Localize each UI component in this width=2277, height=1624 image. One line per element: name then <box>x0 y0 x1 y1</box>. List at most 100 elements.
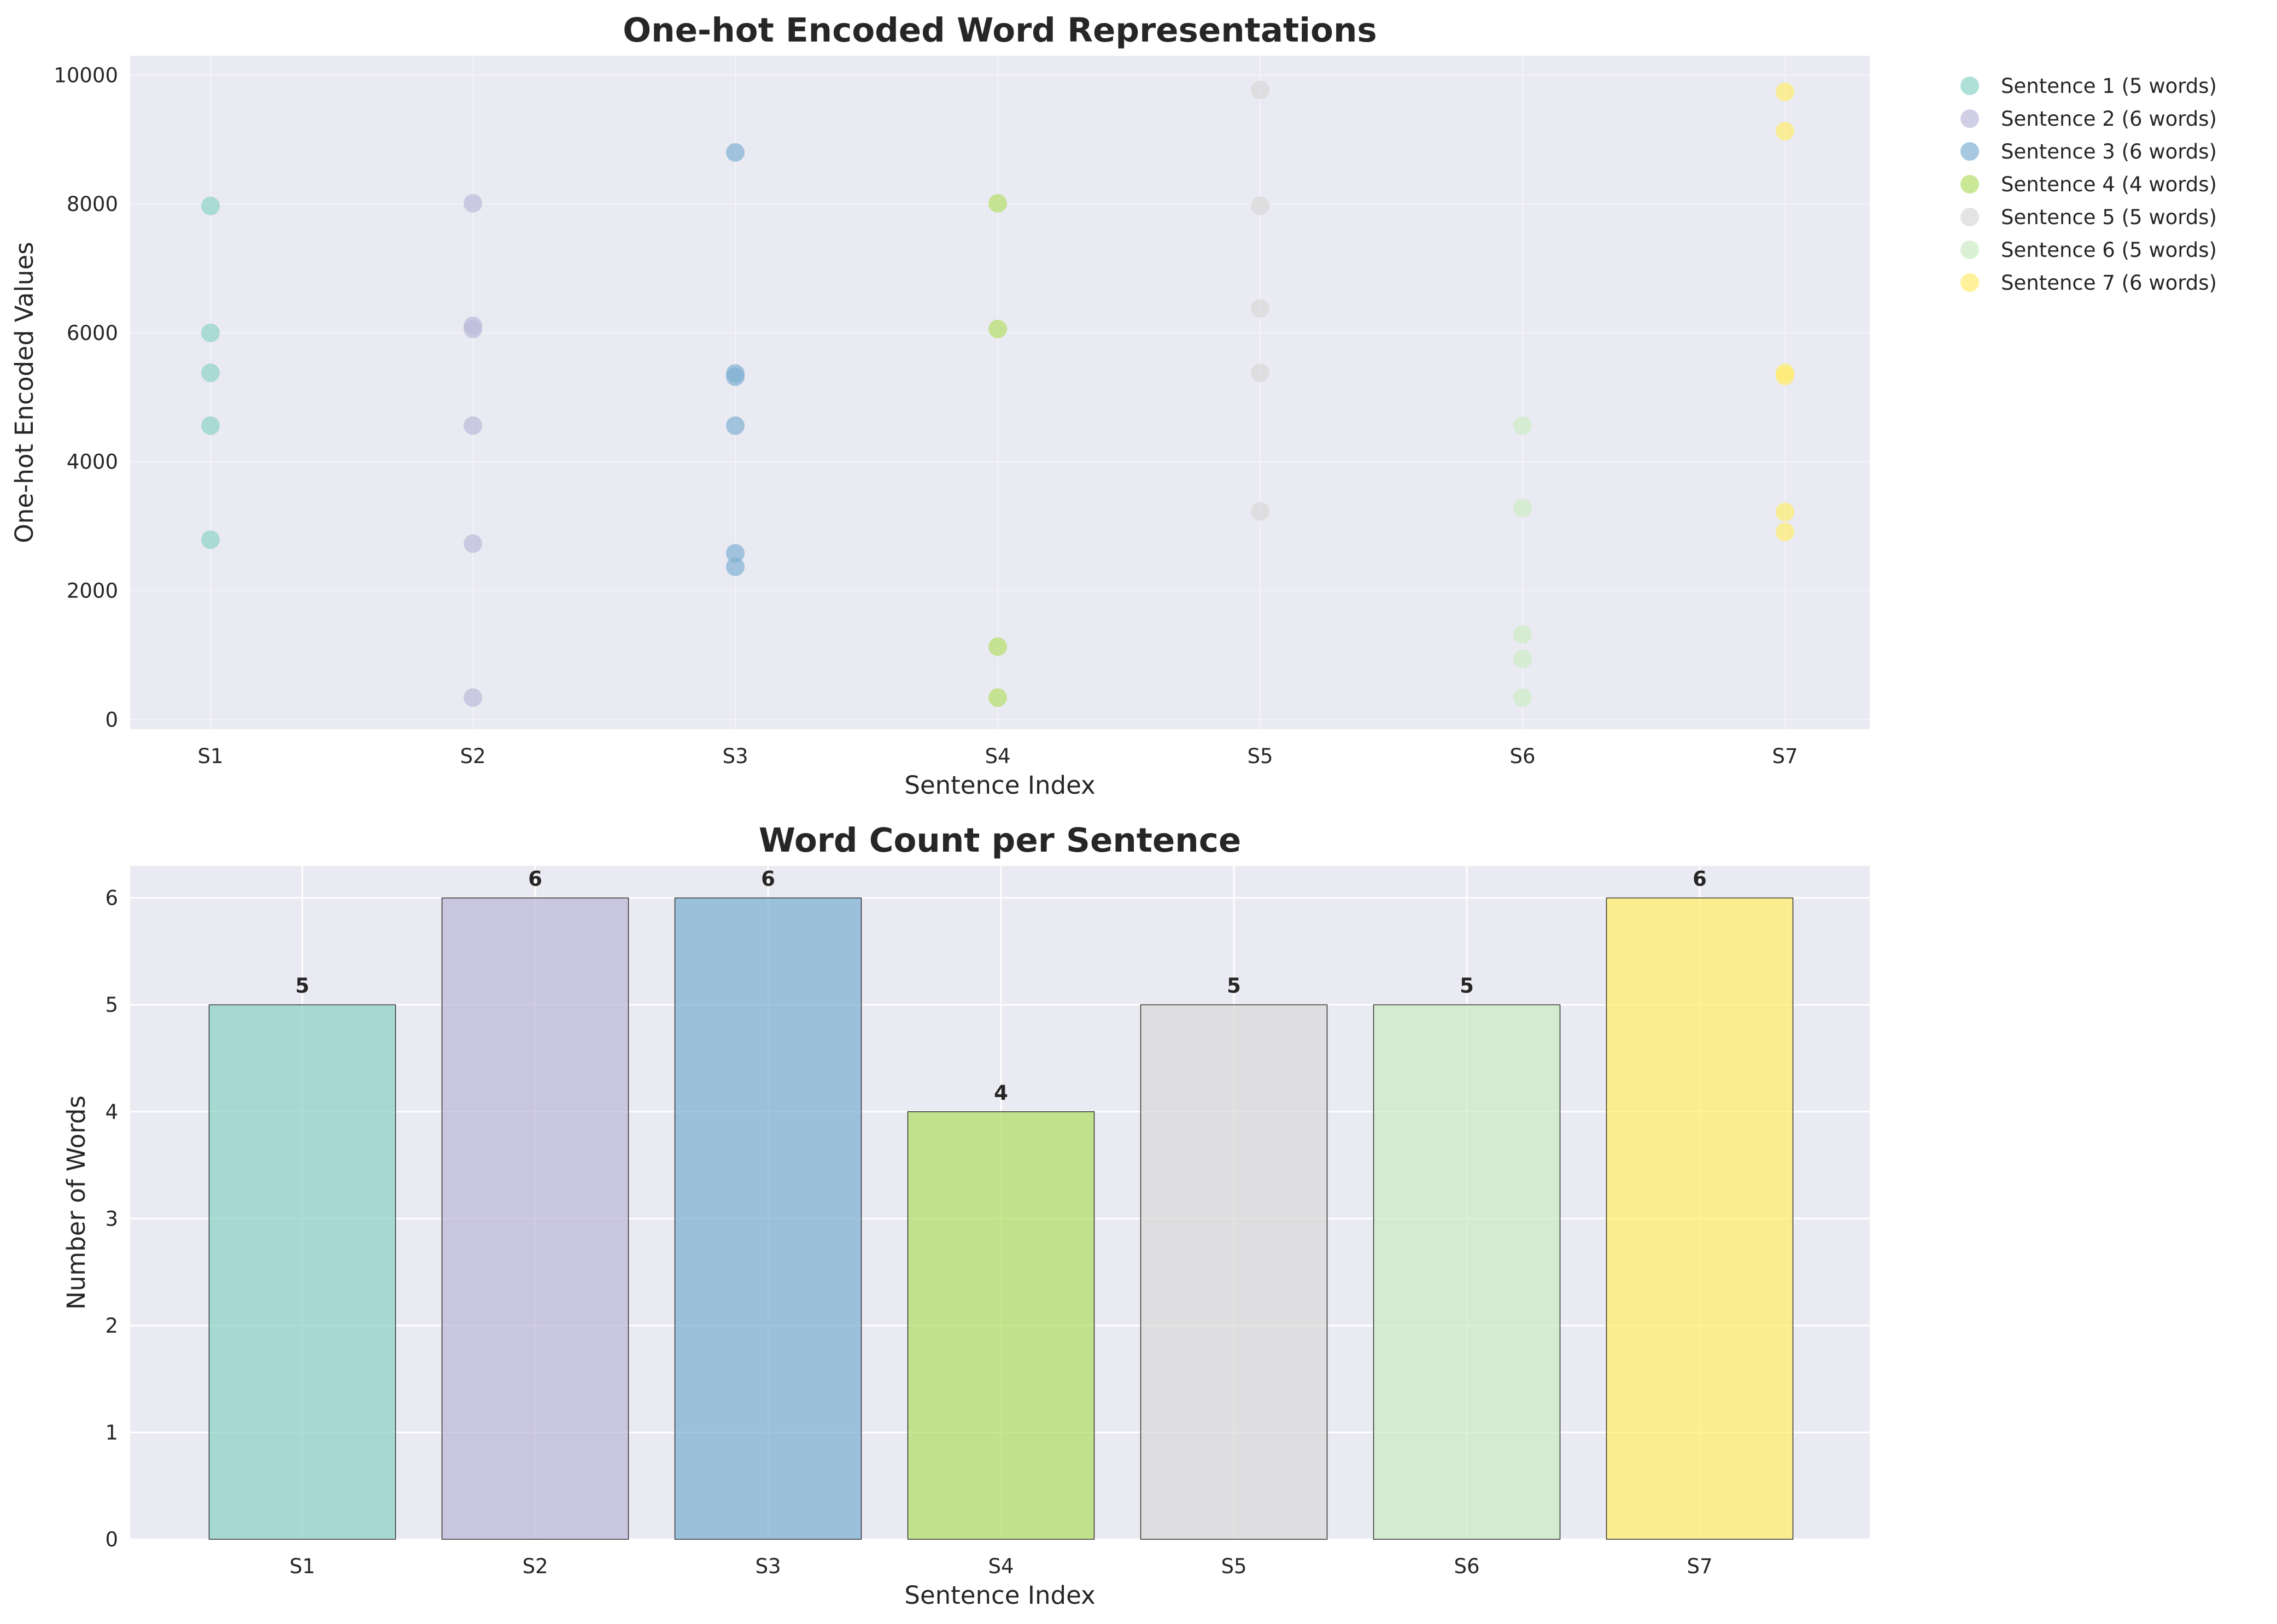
scatter-title: One-hot Encoded Word Representations <box>623 11 1377 50</box>
bar <box>441 897 629 1540</box>
bar-y-tick-label: 6 <box>105 887 118 910</box>
legend-entry-label: Sentence 5 (5 words) <box>2001 206 2217 229</box>
bar-title: Word Count per Sentence <box>759 821 1242 860</box>
scatter-point <box>1513 688 1532 707</box>
bar-value-label: 4 <box>994 1081 1008 1105</box>
legend-entry-label: Sentence 3 (6 words) <box>2001 140 2217 163</box>
bar-value-label: 5 <box>1227 974 1241 998</box>
bar-x-tick-label: S3 <box>755 1555 781 1578</box>
scatter-point <box>464 194 482 213</box>
bar-y-ticks: 0 1 2 3 4 5 6 <box>105 887 118 1551</box>
legend-marker <box>1960 142 1979 161</box>
bar-y-tick-label: 5 <box>105 993 118 1017</box>
scatter-legend: Sentence 1 (5 words) Sentence 2 (6 words)… <box>1960 74 2217 295</box>
bar-y-tick-label: 2 <box>105 1314 118 1338</box>
bar-y-tick-label: 4 <box>105 1100 118 1124</box>
scatter-point <box>1513 649 1532 669</box>
scatter-y-axis-label: One-hot Encoded Values <box>10 242 39 543</box>
bar <box>1606 897 1794 1540</box>
scatter-point <box>1251 80 1269 99</box>
scatter-point <box>1776 366 1794 385</box>
scatter-point <box>1251 196 1269 215</box>
scatter-point <box>464 534 482 553</box>
scatter-point <box>1776 523 1794 542</box>
scatter-panel: 0 2000 4000 6000 8000 10000 S1 S2 S3 S4 S5 S6 S7 On… <box>10 11 2217 800</box>
scatter-y-tick-label: 4000 <box>67 450 118 474</box>
scatter-point <box>1251 502 1269 521</box>
scatter-x-ticks: S1 S2 S3 S4 S5 S6 S7 <box>197 744 1798 768</box>
scatter-point <box>988 319 1007 338</box>
scatter-point <box>464 688 482 707</box>
scatter-point <box>1776 502 1794 521</box>
bar-x-axis-label: Sentence Index <box>904 1581 1095 1610</box>
bar-x-ticks: S1 S2 S3 S4 S5 S6 S7 <box>289 1555 1712 1578</box>
legend-entry-label: Sentence 2 (6 words) <box>2001 107 2217 131</box>
scatter-x-tick-label: S3 <box>722 744 748 768</box>
scatter-point <box>1513 625 1532 644</box>
scatter-point <box>1513 416 1532 435</box>
scatter-y-tick-label: 8000 <box>67 192 118 216</box>
scatter-point <box>464 319 482 338</box>
legend-entry-label: Sentence 6 (5 words) <box>2001 238 2217 262</box>
scatter-x-tick-label: S5 <box>1247 744 1273 768</box>
scatter-point <box>726 143 745 162</box>
scatter-x-tick-label: S6 <box>1509 744 1535 768</box>
bar-x-tick-label: S4 <box>988 1555 1014 1578</box>
scatter-y-ticks: 0 2000 4000 6000 8000 10000 <box>54 63 118 731</box>
bar-value-labels: 5 6 6 4 5 5 6 <box>295 867 1707 1105</box>
scatter-point <box>201 196 220 215</box>
bar <box>1140 1004 1328 1540</box>
bar-x-tick-label: S1 <box>289 1555 315 1578</box>
scatter-y-tick-label: 10000 <box>54 63 118 87</box>
bar-value-label: 6 <box>1693 867 1707 891</box>
bar <box>674 897 862 1540</box>
scatter-point <box>201 530 220 549</box>
scatter-point <box>1776 83 1794 102</box>
scatter-point <box>726 557 745 576</box>
bar-y-tick-label: 1 <box>105 1421 118 1444</box>
bar-x-tick-label: S7 <box>1687 1555 1712 1578</box>
scatter-point <box>726 367 745 386</box>
scatter-point <box>1251 299 1269 318</box>
bar <box>1373 1004 1561 1540</box>
scatter-point <box>464 416 482 435</box>
scatter-x-tick-label: S7 <box>1772 744 1798 768</box>
bar-value-label: 6 <box>761 867 775 891</box>
legend-marker <box>1960 273 1979 292</box>
scatter-point <box>1513 499 1532 518</box>
bar-y-tick-label: 0 <box>105 1528 118 1551</box>
scatter-point <box>1776 121 1794 140</box>
legend-marker <box>1960 208 1979 226</box>
scatter-y-tick-label: 0 <box>105 708 118 731</box>
scatter-x-tick-label: S1 <box>197 744 223 768</box>
legend-marker <box>1960 241 1979 259</box>
scatter-y-tick-label: 6000 <box>67 321 118 345</box>
legend-entry-label: Sentence 4 (4 words) <box>2001 173 2217 196</box>
bar-value-label: 5 <box>1460 974 1474 998</box>
legend-marker <box>1960 77 1979 95</box>
scatter-point <box>1251 364 1269 383</box>
scatter-y-tick-label: 2000 <box>67 579 118 603</box>
legend-entry-label: Sentence 7 (6 words) <box>2001 271 2217 295</box>
bar-value-label: 5 <box>295 974 309 998</box>
bar <box>208 1004 396 1540</box>
bar <box>907 1111 1095 1540</box>
scatter-point <box>201 323 220 342</box>
scatter-point <box>988 688 1007 707</box>
legend-marker <box>1960 109 1979 128</box>
scatter-point <box>988 637 1007 656</box>
scatter-x-axis-label: Sentence Index <box>904 771 1095 800</box>
bar-value-label: 6 <box>528 867 542 891</box>
scatter-point <box>988 194 1007 213</box>
bar-bars <box>208 897 1794 1540</box>
bar-x-tick-label: S6 <box>1454 1555 1479 1578</box>
scatter-x-tick-label: S4 <box>985 744 1010 768</box>
scatter-point <box>726 544 745 563</box>
scatter-point <box>201 416 220 435</box>
bar-y-axis-label: Number of Words <box>62 1095 91 1310</box>
scatter-points <box>201 80 1794 707</box>
scatter-x-tick-label: S2 <box>460 744 485 768</box>
scatter-point <box>201 364 220 383</box>
